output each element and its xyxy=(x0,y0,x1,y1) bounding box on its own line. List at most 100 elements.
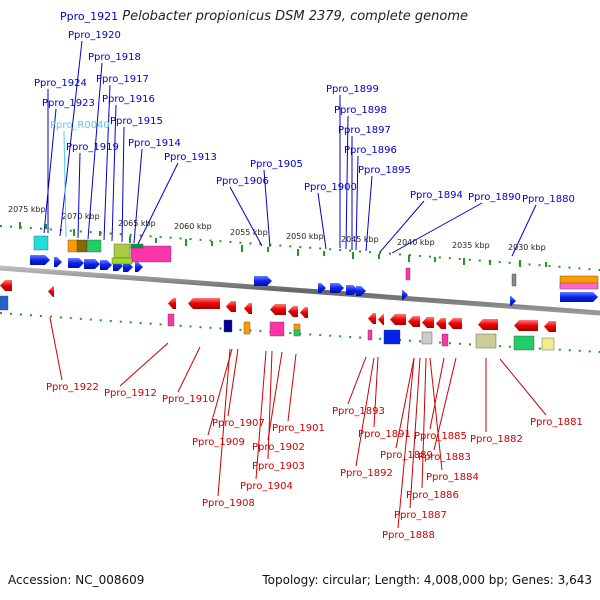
forward-gene-arrow[interactable] xyxy=(402,290,408,300)
cog-category-box xyxy=(511,273,517,287)
forward-gene-label[interactable]: Ppro_1923 xyxy=(42,98,95,109)
forward-gene-arrow[interactable] xyxy=(356,286,366,296)
reverse-gene-label[interactable]: Ppro_1904 xyxy=(240,481,293,492)
forward-gene-arrow[interactable] xyxy=(318,283,326,293)
reverse-gene-label[interactable]: Ppro_1909 xyxy=(192,437,245,448)
leader-line xyxy=(267,351,283,441)
reverse-gene-label[interactable]: Ppro_1881 xyxy=(530,417,583,428)
reverse-gene-arrow[interactable] xyxy=(544,321,556,332)
cog-category-box xyxy=(441,333,449,347)
title-gene-id[interactable]: Ppro_1921 xyxy=(60,10,119,23)
reverse-gene-arrow[interactable] xyxy=(270,304,286,315)
forward-gene-arrow[interactable] xyxy=(84,259,100,269)
reverse-gene-arrow[interactable] xyxy=(168,298,176,309)
reverse-gene-label[interactable]: Ppro_1886 xyxy=(406,490,459,501)
forward-gene-arrow[interactable] xyxy=(254,276,272,286)
forward-gene-label[interactable]: Ppro_1924 xyxy=(34,78,87,89)
forward-gene-arrow[interactable] xyxy=(100,260,112,270)
forward-gene-label[interactable]: Ppro_1897 xyxy=(338,125,391,136)
reverse-gene-arrow[interactable] xyxy=(288,306,298,317)
cog-category-box xyxy=(86,239,102,253)
reverse-gene-label[interactable]: Ppro_1882 xyxy=(470,434,523,445)
scale-tick-label: 2060 kbp xyxy=(174,222,212,231)
reverse-gene-label[interactable]: Ppro_1912 xyxy=(104,388,157,399)
leader-line xyxy=(43,108,57,234)
forward-gene-arrow[interactable] xyxy=(30,255,50,265)
leader-line xyxy=(111,104,117,242)
forward-gene-label[interactable]: Ppro_1894 xyxy=(410,190,463,201)
reverse-gene-arrow[interactable] xyxy=(478,319,498,330)
forward-gene-label[interactable]: Ppro_1880 xyxy=(522,194,575,205)
cog-category-box xyxy=(475,333,497,349)
leader-line xyxy=(59,40,83,237)
forward-gene-label[interactable]: Ppro_1895 xyxy=(358,165,411,176)
reverse-gene-label[interactable]: Ppro_1910 xyxy=(162,394,215,405)
forward-gene-arrow[interactable] xyxy=(135,262,143,272)
reverse-gene-label[interactable]: Ppro_1922 xyxy=(46,382,99,393)
forward-gene-label[interactable]: Ppro_R0040 xyxy=(50,120,110,131)
reverse-gene-label[interactable]: Ppro_1887 xyxy=(394,510,447,521)
forward-gene-label[interactable]: Ppro_1913 xyxy=(164,152,217,163)
forward-gene-label[interactable]: Ppro_1899 xyxy=(326,84,379,95)
forward-gene-label[interactable]: Ppro_1916 xyxy=(102,94,155,105)
forward-gene-label[interactable]: Ppro_1920 xyxy=(68,30,121,41)
reverse-gene-arrow[interactable] xyxy=(408,316,420,327)
reverse-gene-label[interactable]: Ppro_1888 xyxy=(382,530,435,541)
forward-gene-arrow[interactable] xyxy=(68,258,84,268)
reverse-gene-arrow[interactable] xyxy=(188,298,220,309)
reverse-gene-label[interactable]: Ppro_1893 xyxy=(332,406,385,417)
forward-gene-label[interactable]: Ppro_1919 xyxy=(66,142,119,153)
reverse-gene-label[interactable]: Ppro_1901 xyxy=(272,423,325,434)
reverse-gene-arrow[interactable] xyxy=(436,318,446,329)
reverse-gene-label[interactable]: Ppro_1892 xyxy=(340,468,393,479)
reverse-gene-label[interactable]: Ppro_1891 xyxy=(358,429,411,440)
reverse-gene-label[interactable]: Ppro_1889 xyxy=(380,450,433,461)
leader-line xyxy=(395,357,415,449)
forward-gene-label[interactable]: Ppro_1905 xyxy=(250,159,303,170)
leader-line xyxy=(397,357,415,529)
reverse-gene-arrow[interactable] xyxy=(244,303,252,314)
reverse-gene-arrow[interactable] xyxy=(422,317,434,328)
forward-gene-arrow[interactable] xyxy=(560,292,598,302)
forward-gene-label[interactable]: Ppro_1906 xyxy=(216,176,269,187)
reverse-gene-arrow[interactable] xyxy=(226,301,236,312)
major-ticks xyxy=(19,222,547,267)
reverse-gene-arrow[interactable] xyxy=(0,280,12,291)
scale-tick-label: 2075 kbp xyxy=(8,205,46,214)
forward-gene-label[interactable]: Ppro_1890 xyxy=(468,192,521,203)
leader-line xyxy=(77,152,81,239)
reverse-gene-arrow[interactable] xyxy=(300,307,308,318)
forward-gene-label[interactable]: Ppro_1917 xyxy=(96,74,149,85)
forward-gene-labels: Ppro_1920 Ppro_1918 Ppro_1924 Ppro_1917 Ppro… xyxy=(34,30,575,205)
reverse-gene-arrow[interactable] xyxy=(514,320,538,331)
scale-tick-label: 2070 kbp xyxy=(62,212,100,221)
reverse-gene-label[interactable]: Ppro_1885 xyxy=(414,431,467,442)
reverse-gene-label[interactable]: Ppro_1902 xyxy=(252,442,305,453)
cog-category-box xyxy=(559,282,599,290)
forward-gene-arrow[interactable] xyxy=(54,257,62,267)
forward-gene-arrow[interactable] xyxy=(346,285,358,295)
forward-gene-label[interactable]: Ppro_1915 xyxy=(110,116,163,127)
reverse-gene-label[interactable]: Ppro_1883 xyxy=(418,452,471,463)
reverse-gene-arrow[interactable] xyxy=(378,314,384,325)
reverse-gene-label[interactable]: Ppro_1884 xyxy=(426,472,479,483)
forward-gene-label[interactable]: Ppro_1896 xyxy=(344,145,397,156)
reverse-gene-arrow[interactable] xyxy=(48,286,54,297)
reverse-gene-label[interactable]: Ppro_1907 xyxy=(212,418,265,429)
reverse-gene-arrow[interactable] xyxy=(448,318,462,329)
forward-gene-label[interactable]: Ppro_1914 xyxy=(128,138,181,149)
forward-gene-label[interactable]: Ppro_1900 xyxy=(304,182,357,193)
reverse-gene-label[interactable]: Ppro_1908 xyxy=(202,498,255,509)
forward-gene-arrow[interactable] xyxy=(123,262,133,272)
forward-gene-label[interactable]: Ppro_1918 xyxy=(88,52,141,63)
cog-category-box xyxy=(269,321,285,337)
reverse-gene-label[interactable]: Ppro_1903 xyxy=(252,461,305,472)
reverse-gene-arrow[interactable] xyxy=(390,314,406,325)
cog-category-box xyxy=(243,321,251,335)
reverse-gene-arrow[interactable] xyxy=(368,313,376,324)
forward-gene-arrow[interactable] xyxy=(510,296,516,306)
cog-category-box xyxy=(421,331,433,345)
forward-gene-arrow[interactable] xyxy=(330,283,344,293)
forward-gene-label[interactable]: Ppro_1898 xyxy=(334,105,387,116)
leader-line xyxy=(227,348,239,417)
